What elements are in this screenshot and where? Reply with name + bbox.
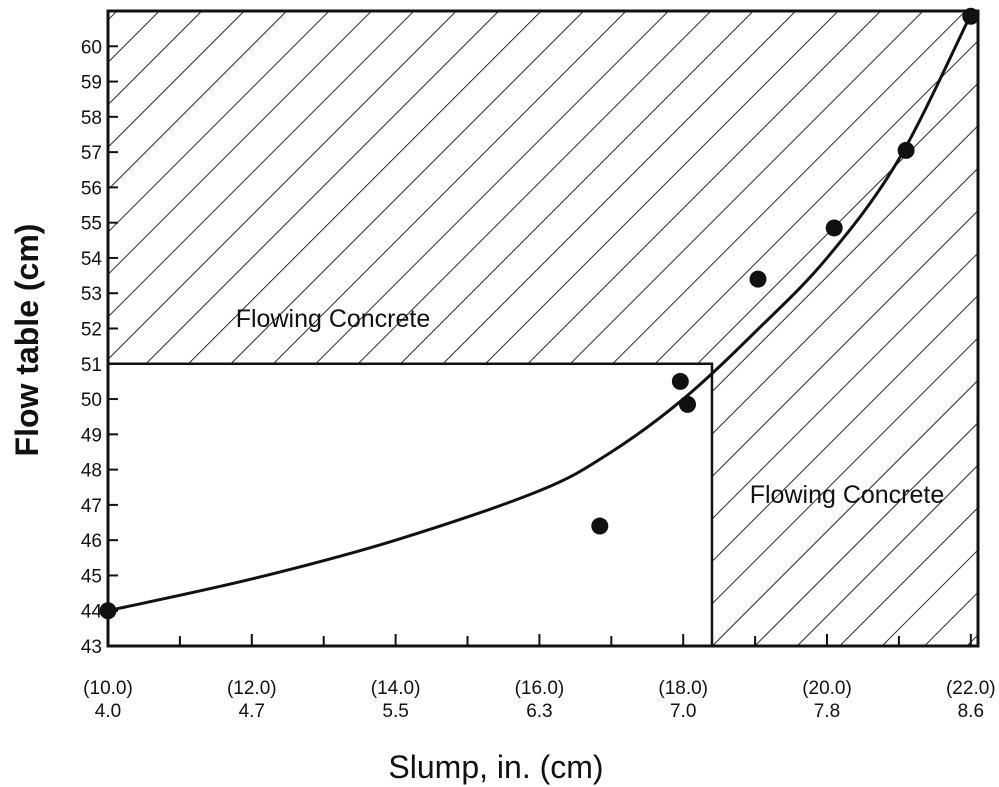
y-tick-label: 58 bbox=[81, 108, 102, 129]
y-tick-label: 45 bbox=[81, 566, 102, 587]
x-tick-label-cm: (18.0) bbox=[658, 678, 708, 699]
trend-curve bbox=[107, 13, 973, 613]
x-tick-label-in: 7.8 bbox=[814, 701, 840, 722]
data-point bbox=[825, 219, 843, 237]
y-tick-label: 53 bbox=[81, 284, 102, 305]
y-tick-label: 48 bbox=[81, 461, 102, 482]
y-tick-label: 49 bbox=[81, 425, 102, 446]
y-tick-label: 52 bbox=[81, 320, 102, 341]
data-point bbox=[671, 372, 689, 390]
x-tick-label-in: 4.0 bbox=[95, 701, 121, 722]
x-tick-label-cm: (20.0) bbox=[802, 678, 852, 699]
y-tick-label: 55 bbox=[81, 214, 102, 235]
flowing-concrete-hatch bbox=[108, 11, 978, 646]
region-boundary bbox=[108, 362, 714, 646]
x-tick-label-cm: (10.0) bbox=[83, 678, 133, 699]
data-point bbox=[962, 7, 980, 25]
x-tick-label-cm: (14.0) bbox=[371, 678, 421, 699]
trend-curve-layer bbox=[107, 13, 973, 613]
x-tick-label-in: 5.5 bbox=[382, 701, 408, 722]
y-tick-label: 44 bbox=[81, 602, 103, 623]
x-tick-label-in: 4.7 bbox=[239, 701, 265, 722]
data-point bbox=[897, 141, 915, 159]
y-axis-title: Flow table (cm) bbox=[9, 224, 45, 457]
x-tick-label-in: 8.6 bbox=[958, 701, 984, 722]
y-tick-label: 51 bbox=[81, 355, 102, 376]
x-tick-label-cm: (16.0) bbox=[515, 678, 565, 699]
y-tick-label: 57 bbox=[81, 143, 102, 164]
y-tick-label: 60 bbox=[81, 37, 102, 58]
y-tick-label: 56 bbox=[81, 178, 102, 199]
data-point bbox=[679, 395, 697, 413]
x-tick-label-in: 7.0 bbox=[670, 701, 696, 722]
text-labels: 43 44 45 46 47 48 49 50 51 52 53 54 55 56 57 58 59 60 (10.… bbox=[9, 37, 996, 785]
x-axis-title: Slump, in. (cm) bbox=[388, 749, 603, 785]
hatched-regions bbox=[108, 11, 978, 646]
y-tick-label: 59 bbox=[81, 73, 102, 94]
data-point bbox=[749, 270, 767, 288]
y-tick-label: 46 bbox=[81, 531, 102, 552]
y-tick-label: 54 bbox=[81, 249, 103, 270]
region-label-upper: Flowing Concrete bbox=[236, 305, 431, 333]
y-tick-label: 50 bbox=[81, 390, 102, 411]
data-point bbox=[591, 517, 609, 535]
data-point bbox=[99, 602, 117, 620]
x-tick-label-in: 6.3 bbox=[526, 701, 552, 722]
region-label-right: Flowing Concrete bbox=[750, 481, 945, 509]
x-tick-label-cm: (12.0) bbox=[227, 678, 277, 699]
x-tick-label-cm: (22.0) bbox=[946, 678, 996, 699]
y-tick-label: 43 bbox=[81, 637, 102, 658]
y-tick-label: 47 bbox=[81, 496, 102, 517]
data-points bbox=[99, 7, 980, 620]
